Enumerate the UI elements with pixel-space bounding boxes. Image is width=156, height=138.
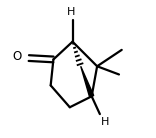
Text: H: H bbox=[101, 117, 110, 127]
Polygon shape bbox=[81, 66, 94, 97]
Text: O: O bbox=[13, 50, 22, 63]
Text: H: H bbox=[67, 7, 75, 17]
